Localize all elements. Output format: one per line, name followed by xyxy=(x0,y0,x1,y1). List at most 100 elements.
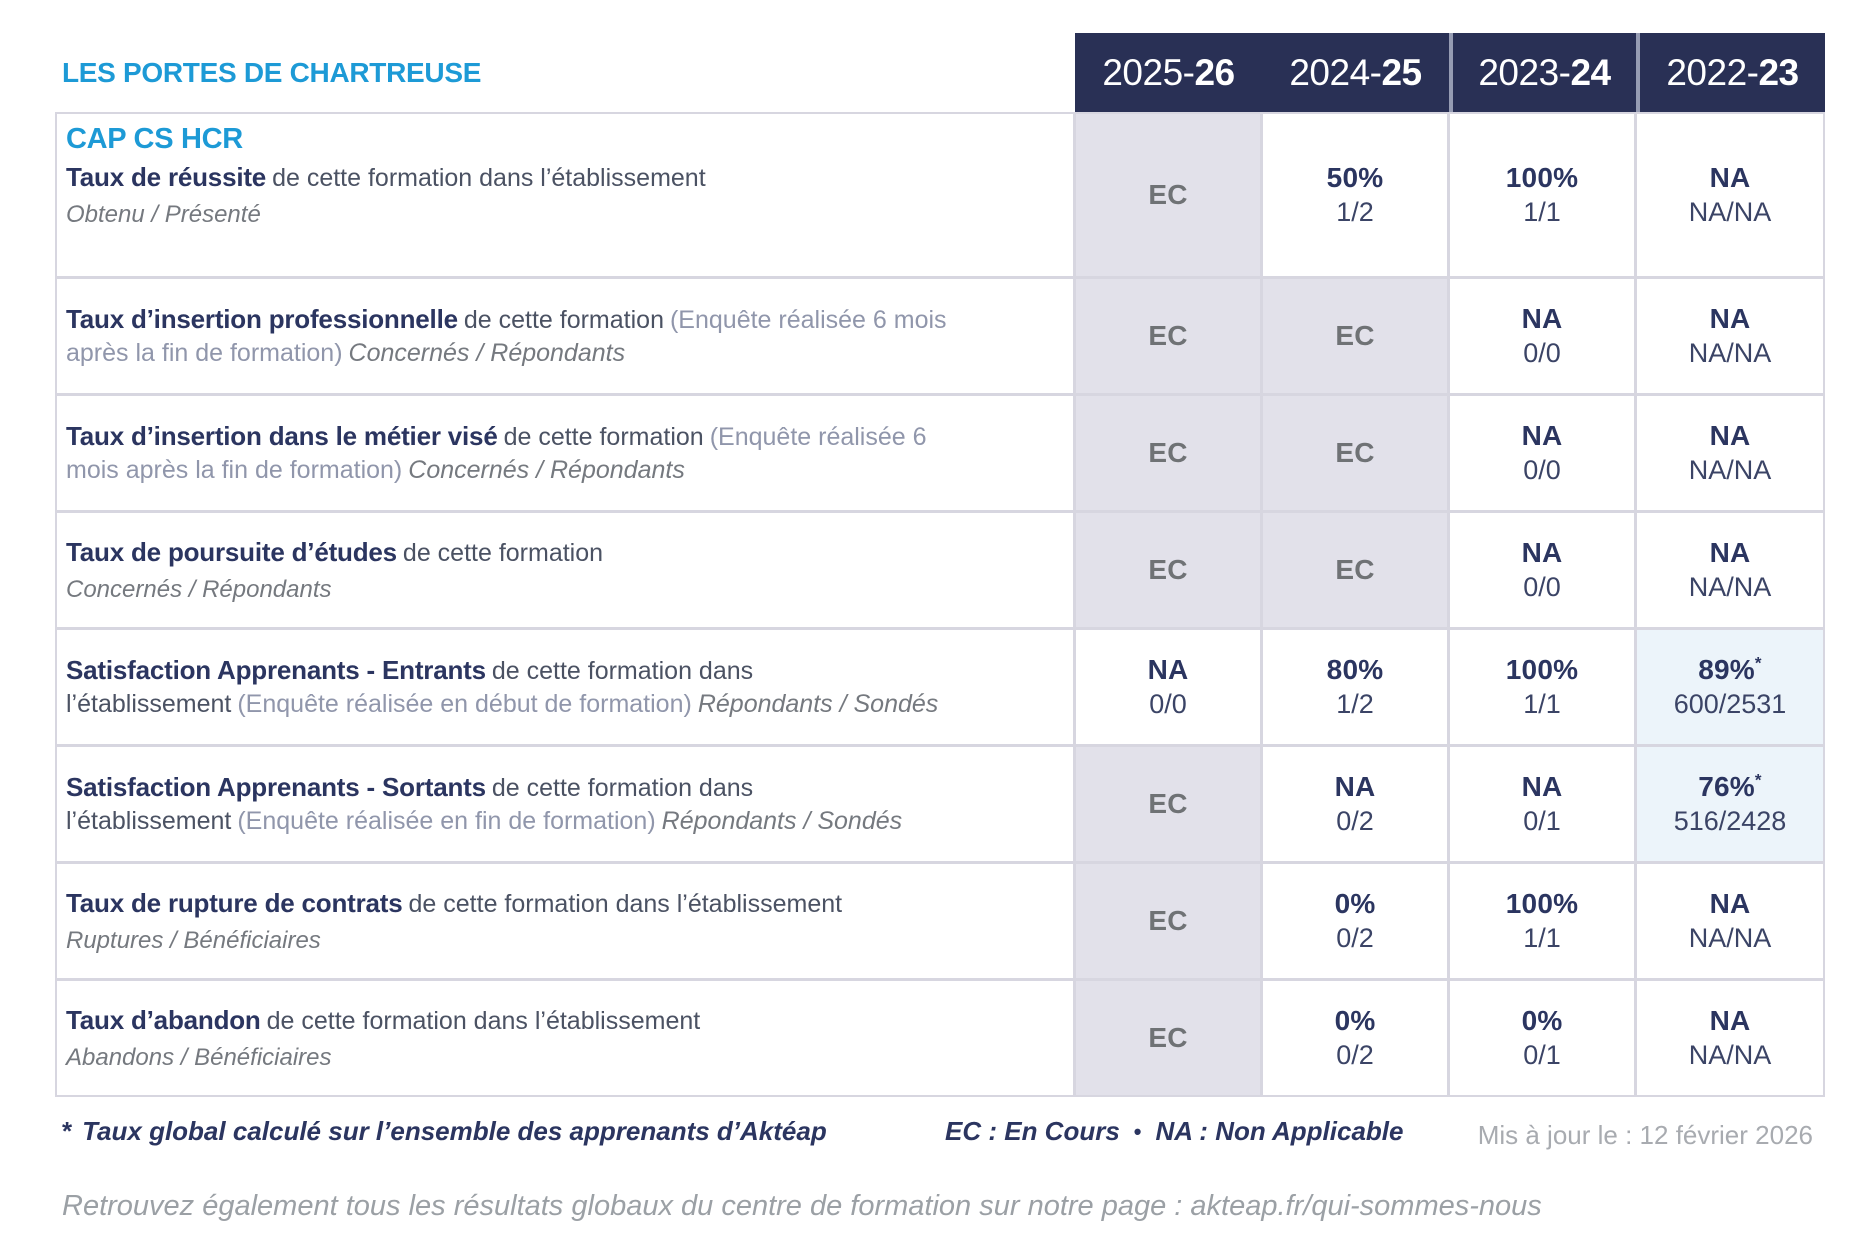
value-cell-global-rate: 76%* 516/2428 xyxy=(1634,747,1823,861)
metric-title: Satisfaction Apprenants - Entrants xyxy=(66,654,486,685)
value-main: EC xyxy=(1335,320,1375,351)
value-main: NA xyxy=(1709,162,1751,193)
metric-paren: (Enquête réalisée en début de formation) xyxy=(237,689,692,718)
metric-sublabel: Concernés / Répondants xyxy=(66,575,332,603)
legend: EC : En Cours • NA : Non Applicable xyxy=(945,1116,1403,1147)
metric-label: Taux d’insertion professionnelle de cette… xyxy=(57,279,1073,393)
value-main: 76%* xyxy=(1698,771,1761,803)
value-main: 89%* xyxy=(1698,654,1761,686)
year-header-2025-26: 2025- 26 xyxy=(1075,33,1262,112)
metric-sublabel: Répondants / Sondés xyxy=(697,689,939,718)
metric-desc: de cette formation xyxy=(463,305,664,334)
asterisk-mark: * xyxy=(1754,770,1762,790)
table-row-rupture-contrats: Taux de rupture de contrats de cette form… xyxy=(57,864,1823,981)
value-main: EC xyxy=(1148,437,1188,468)
value-main: NA xyxy=(1521,537,1563,568)
value-sub: 1/1 xyxy=(1523,689,1561,719)
value-cell: 80% 1/2 xyxy=(1260,630,1447,744)
value-cell: 50% 1/2 xyxy=(1260,114,1447,276)
table-row-poursuite-etudes: Taux de poursuite d’études de cette forma… xyxy=(57,513,1823,630)
value-cell: NA NA/NA xyxy=(1634,981,1823,1095)
value-cell: EC xyxy=(1073,513,1260,627)
value-sub: 1/1 xyxy=(1523,197,1561,227)
table-row-abandon: Taux d’abandon de cette formation dans l’… xyxy=(57,981,1823,1095)
metric-paren: (Enquête réalisée 6 mois après la fin de… xyxy=(66,422,927,484)
info-line: Retrouvez également tous les résultats g… xyxy=(62,1190,1542,1222)
year-prefix: 2024- xyxy=(1289,51,1382,93)
year-prefix: 2023- xyxy=(1478,51,1571,93)
value-main: EC xyxy=(1148,905,1188,936)
year-prefix: 2022- xyxy=(1666,51,1759,93)
value-main: 0% xyxy=(1521,1005,1563,1036)
value-cell: 100% 1/1 xyxy=(1447,864,1634,978)
table-row-taux-de-reussite: CAP CS HCR Taux de réussite de cette form… xyxy=(57,114,1823,279)
year-prefix: 2025- xyxy=(1102,51,1195,93)
value-main: 0% xyxy=(1334,1005,1376,1036)
value-main: EC xyxy=(1148,788,1188,819)
bullet-icon: • xyxy=(1133,1118,1142,1144)
value-sub: 516/2428 xyxy=(1673,806,1787,836)
table-row-insertion-professionnelle: Taux d’insertion professionnelle de cette… xyxy=(57,279,1823,396)
value-cell: EC xyxy=(1073,747,1260,861)
legend-na: NA : Non Applicable xyxy=(1155,1116,1404,1146)
asterisk-mark: * xyxy=(62,1116,73,1146)
metric-title: Taux de réussite xyxy=(66,162,267,192)
value-sub: 0/0 xyxy=(1523,455,1561,485)
year-header-2023-24: 2023- 24 xyxy=(1449,33,1636,112)
value-main: EC xyxy=(1148,1022,1188,1053)
value-cell: 100% 1/1 xyxy=(1447,114,1634,276)
year-suffix: 25 xyxy=(1381,51,1422,93)
value-main: 50% xyxy=(1326,162,1384,193)
metric-desc: de cette formation xyxy=(402,538,604,567)
metric-title: Taux d’insertion dans le métier visé xyxy=(66,420,498,451)
metric-desc: de cette formation dans l’établissement xyxy=(66,773,754,835)
value-main: NA xyxy=(1334,771,1376,802)
value-sub: NA/NA xyxy=(1688,338,1772,368)
value-main: NA xyxy=(1709,888,1751,919)
value-sub: 0/2 xyxy=(1336,923,1374,953)
value-main: NA xyxy=(1709,1005,1751,1036)
metric-sublabel: Obtenu / Présenté xyxy=(66,201,261,228)
value-cell: 0% 0/2 xyxy=(1260,864,1447,978)
metric-desc: de cette formation dans l’établissement xyxy=(272,164,706,192)
value-cell: EC xyxy=(1073,279,1260,393)
value-cell: 100% 1/1 xyxy=(1447,630,1634,744)
value-percent: 89% xyxy=(1698,654,1755,685)
value-cell: EC xyxy=(1073,981,1260,1095)
metric-desc: de cette formation dans l’établissement xyxy=(266,1006,701,1035)
updated-date: Mis à jour le : 12 février 2026 xyxy=(1477,1120,1813,1150)
value-main: 80% xyxy=(1326,654,1384,685)
metric-paren: (Enquête réalisée en fin de formation) xyxy=(237,806,656,835)
asterisk-mark: * xyxy=(1754,653,1762,673)
metric-title: Taux de poursuite d’études xyxy=(66,536,397,567)
metric-title: Taux de rupture de contrats xyxy=(66,887,403,918)
value-cell: NA NA/NA xyxy=(1634,864,1823,978)
value-cell: EC xyxy=(1073,396,1260,510)
value-percent: 76% xyxy=(1698,771,1755,802)
value-main: EC xyxy=(1335,437,1375,468)
metric-sublabel: Concernés / Répondants xyxy=(348,338,626,367)
year-header-2022-23: 2022- 23 xyxy=(1636,33,1825,112)
metric-desc: de cette formation dans l’établissement xyxy=(408,889,843,918)
value-cell: 0% 0/1 xyxy=(1447,981,1634,1095)
program-title: CAP CS HCR xyxy=(66,123,243,155)
value-sub: 600/2531 xyxy=(1673,689,1787,719)
value-main: 100% xyxy=(1505,654,1579,685)
value-cell: NA NA/NA xyxy=(1634,114,1823,276)
value-cell: EC xyxy=(1260,279,1447,393)
metric-desc: de cette formation xyxy=(503,422,704,451)
metric-label: Taux d’abandon de cette formation dans l’… xyxy=(57,981,1073,1095)
metric-title: Taux d’abandon xyxy=(66,1004,261,1035)
value-cell: NA 0/2 xyxy=(1260,747,1447,861)
table-row-satisfaction-sortants: Satisfaction Apprenants - Sortants de cet… xyxy=(57,747,1823,864)
value-sub: NA/NA xyxy=(1688,455,1772,485)
org-title: LES PORTES DE CHARTREUSE xyxy=(62,56,482,88)
value-main: EC xyxy=(1148,320,1188,351)
value-cell: EC xyxy=(1073,114,1260,276)
metric-label: Taux d’insertion dans le métier visé de c… xyxy=(57,396,1073,510)
value-cell: NA 0/0 xyxy=(1447,396,1634,510)
value-sub: 0/2 xyxy=(1336,1040,1374,1070)
metric-sublabel: Abandons / Bénéficiaires xyxy=(66,1043,332,1071)
metric-sublabel: Répondants / Sondés xyxy=(661,806,903,835)
metric-paren: (Enquête réalisée 6 mois après la fin de… xyxy=(66,305,947,367)
